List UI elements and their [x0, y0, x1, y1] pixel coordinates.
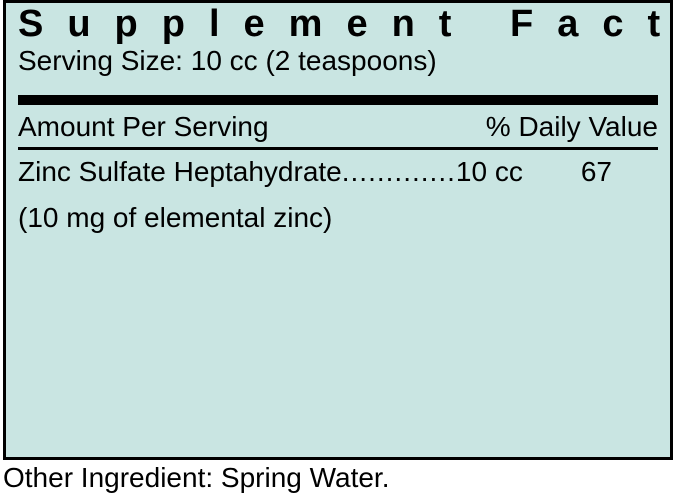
nutrient-amount: 10 cc	[456, 156, 523, 188]
nutrient-subnote: (10 mg of elemental zinc)	[18, 202, 658, 234]
leader-dots: .............	[342, 156, 456, 188]
nutrient-name: Zinc Sulfate Heptahydrate	[18, 156, 342, 188]
header-left: Amount Per Serving	[18, 111, 269, 143]
thin-rule	[18, 147, 658, 150]
serving-size: Serving Size: 10 cc (2 teaspoons)	[18, 45, 658, 77]
other-ingredient: Other Ingredient: Spring Water.	[0, 460, 676, 494]
panel-title: Supplement Facts	[18, 3, 658, 43]
supplement-facts-panel: Supplement Facts Serving Size: 10 cc (2 …	[3, 0, 673, 460]
header-row: Amount Per Serving % Daily Value	[18, 111, 658, 143]
header-right: % Daily Value	[486, 111, 658, 143]
nutrient-dv: 67	[581, 156, 658, 188]
thick-rule	[18, 95, 658, 105]
nutrient-row: Zinc Sulfate Heptahydrate.............10…	[18, 156, 658, 188]
